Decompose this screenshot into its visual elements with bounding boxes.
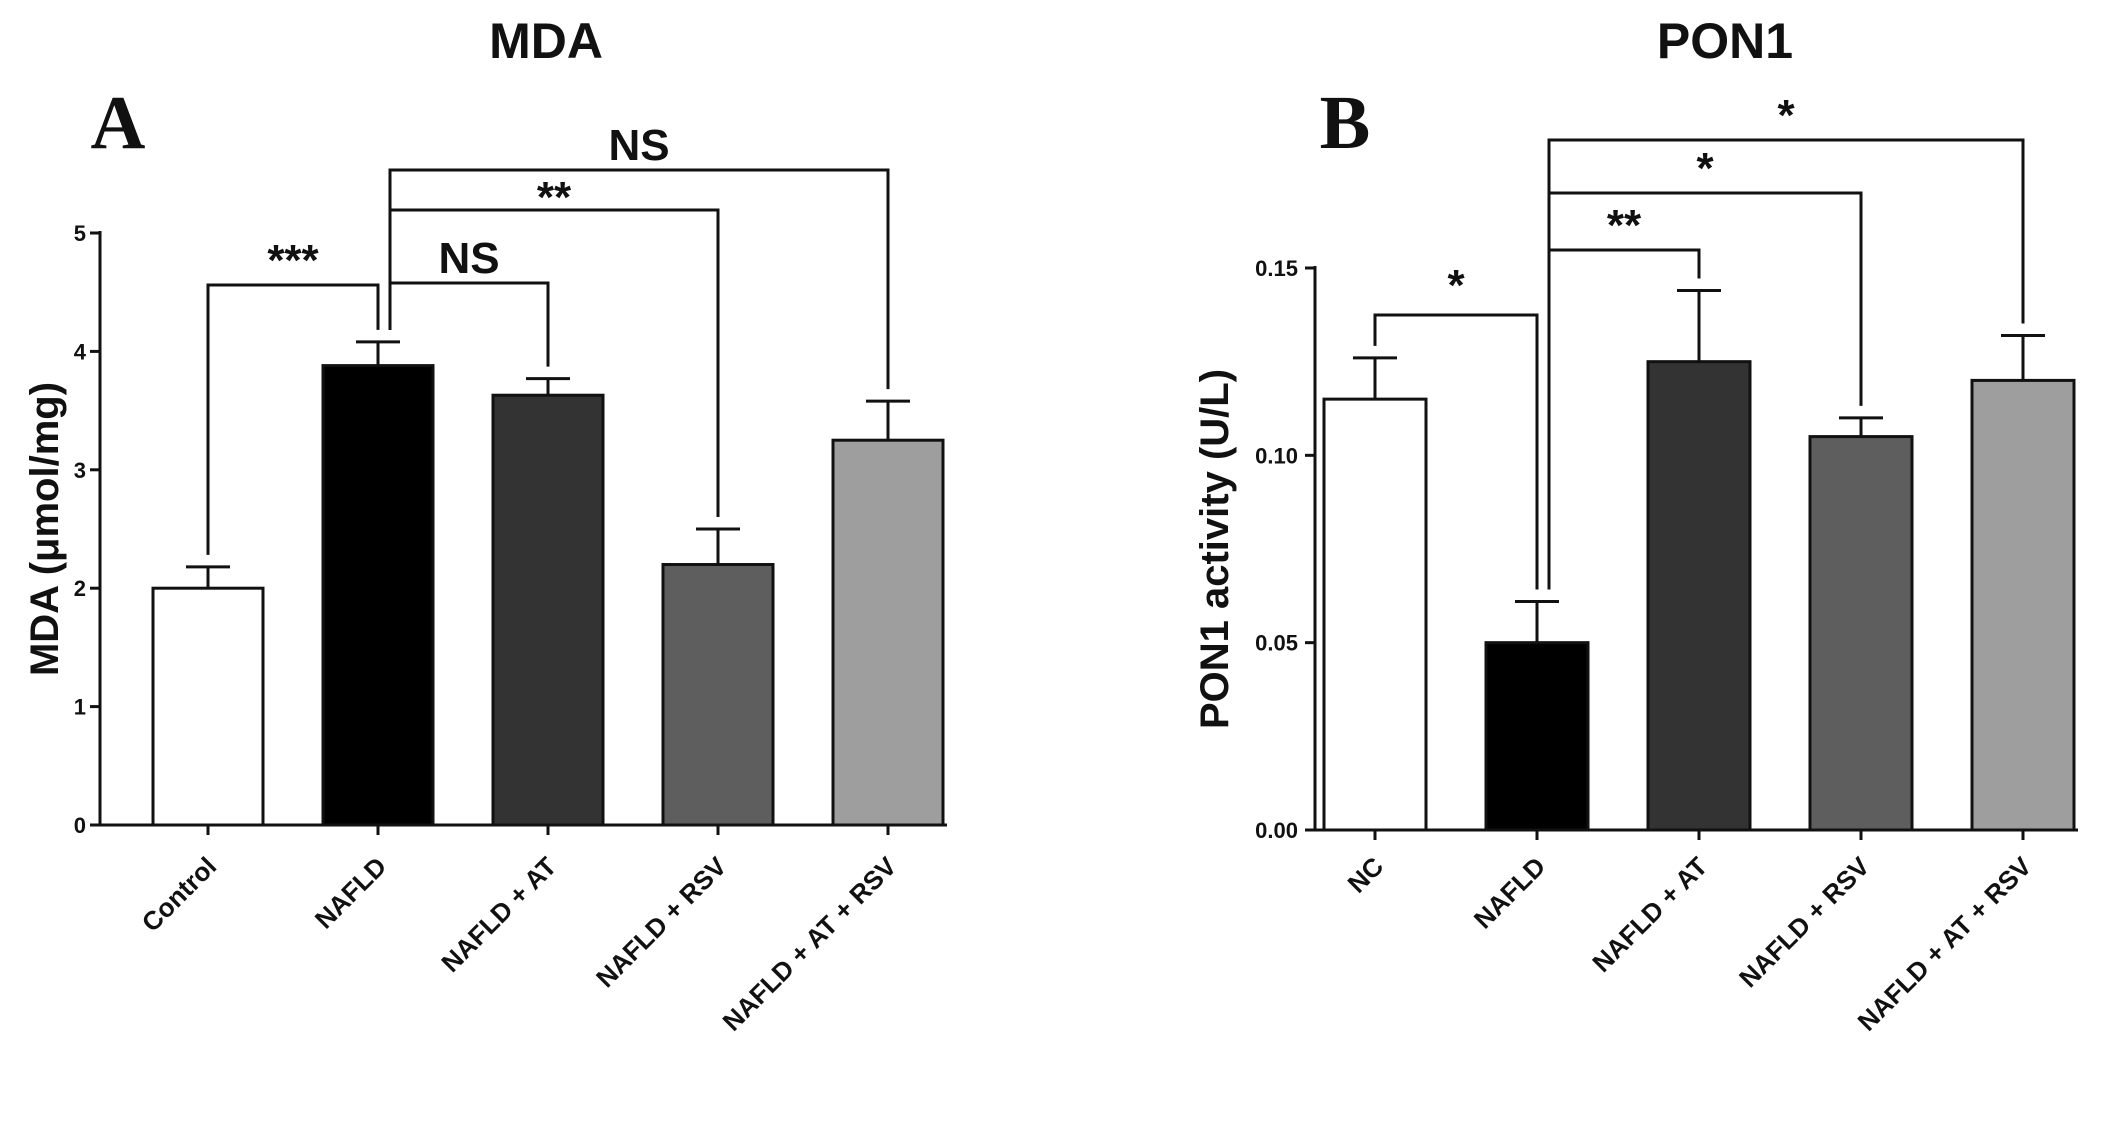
panel-letter: B	[1320, 81, 1371, 165]
chart-panel-b: PON1 B 0.00 0.05 0.10 0.15 PON1 activity (U/L)…	[1193, 13, 2078, 1037]
category-label: NAFLD	[309, 851, 393, 935]
bar-2	[1646, 360, 1752, 832]
bar-2	[491, 393, 605, 827]
y-tick-label: 3	[74, 458, 86, 483]
y-tick-label: 1	[74, 695, 86, 720]
significance-label: NS	[438, 234, 499, 283]
y-tick-label: 5	[74, 221, 86, 246]
chart-title: MDA	[489, 13, 603, 69]
significance-bracket	[388, 168, 890, 390]
bar-1	[1484, 641, 1590, 832]
bar-3	[661, 563, 775, 827]
category-label: NAFLD + RSV	[590, 851, 733, 994]
significance-label: NS	[608, 121, 669, 170]
category-label: NAFLD + AT + RSV	[717, 851, 903, 1037]
significance-bracket	[206, 283, 380, 555]
significance-label: **	[1607, 201, 1642, 250]
significance-bracket	[1373, 313, 1539, 590]
y-tick-label: 0.15	[1255, 256, 1298, 281]
bar-0	[151, 586, 265, 827]
category-label: NAFLD	[1468, 851, 1552, 935]
category-label: NAFLD + AT	[435, 851, 562, 978]
bar-1	[321, 364, 435, 827]
significance-bracket	[1547, 138, 2025, 590]
category-label: NAFLD + AT + RSV	[1852, 851, 2038, 1037]
chart-title: PON1	[1657, 13, 1793, 69]
bar-3	[1808, 435, 1914, 832]
y-tick-label: 0	[74, 813, 86, 838]
y-tick-label: 0.10	[1255, 443, 1298, 468]
category-label: NAFLD + AT	[1586, 851, 1713, 978]
significance-label: *	[1696, 144, 1714, 193]
significance-label: ***	[267, 236, 319, 285]
category-label: NAFLD + RSV	[1733, 851, 1876, 994]
bar-0	[1322, 397, 1428, 832]
category-label: Control	[136, 851, 223, 938]
category-label: NC	[1341, 851, 1389, 899]
y-tick-label: 0.05	[1255, 631, 1298, 656]
y-tick-label: 0.00	[1255, 818, 1298, 843]
y-axis-label: MDA (μmol/mg)	[23, 382, 67, 676]
significance-label: *	[1447, 261, 1465, 310]
y-tick-label: 2	[74, 576, 86, 601]
y-tick-label: 4	[74, 339, 87, 364]
panel-letter: A	[91, 81, 146, 165]
significance-label: *	[1777, 91, 1795, 140]
y-axis-label: PON1 activity (U/L)	[1193, 369, 1237, 729]
significance-bracket	[388, 281, 550, 367]
bar-4	[831, 438, 945, 827]
bar-4	[1970, 378, 2076, 832]
significance-label: **	[537, 173, 572, 222]
chart-panel-a: MDA A 0 1 2 3 4 5 MDA (μmol/mg) Control NAFLD NAFLD…	[23, 13, 947, 1037]
